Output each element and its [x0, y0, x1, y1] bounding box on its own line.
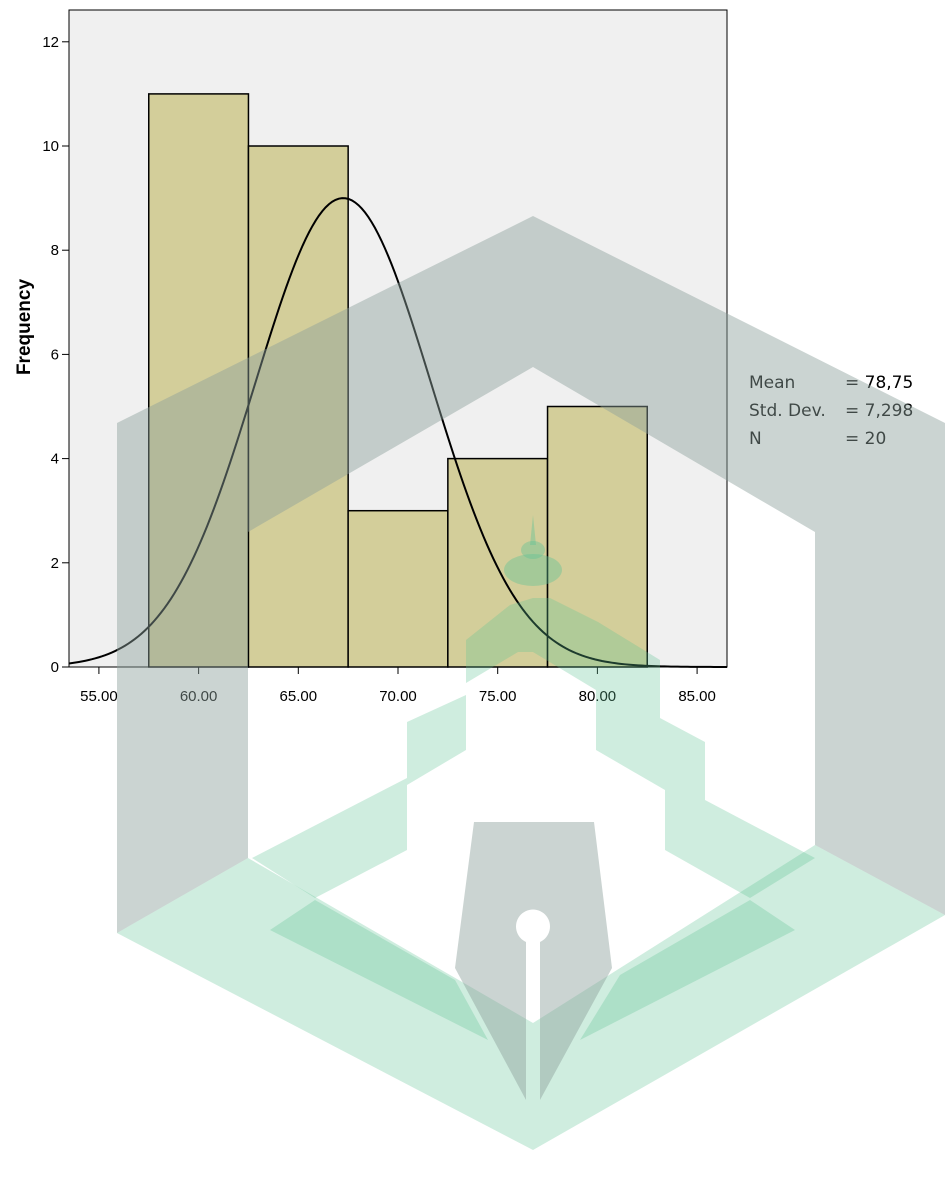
- axes-layer: 0 2 4 6 8 10 12 55.00 60.00 65.00 70.00 75.00 80.00 8…: [42, 34, 716, 705]
- x-tick-label: 85.00: [678, 688, 716, 705]
- x-tick-label: 70.00: [379, 688, 417, 705]
- watermark-green-lower-right: [580, 900, 795, 1040]
- watermark-green-v: [117, 845, 945, 1150]
- university-emblem-watermark: [117, 216, 945, 1150]
- watermark-green-dome: [504, 554, 562, 586]
- stat-mean-value: = 78,75: [845, 373, 913, 393]
- watermark-green-right-arm: [533, 598, 815, 898]
- histogram-bar-1: [148, 93, 250, 668]
- y-tick-label: 8: [51, 242, 59, 259]
- normal-curve: [68, 197, 728, 668]
- stat-std-value: = 7,298: [845, 401, 913, 421]
- stat-mean-label: Mean: [749, 373, 795, 393]
- curve-layer: [68, 197, 728, 668]
- x-tick-label: 55.00: [80, 688, 118, 705]
- watermark-green-spire: [530, 515, 536, 545]
- x-tick-label: 75.00: [479, 688, 517, 705]
- stat-std-label: Std. Dev.: [749, 401, 826, 421]
- stat-n-value: = 20: [845, 429, 886, 449]
- y-tick-label: 4: [51, 451, 59, 468]
- x-tick-label: 80.00: [579, 688, 617, 705]
- bars-layer: [148, 93, 648, 668]
- x-tick-label: 60.00: [180, 688, 218, 705]
- y-tick-label: 2: [51, 555, 59, 572]
- watermark-green-dome-top: [521, 541, 545, 559]
- y-tick-label: 6: [51, 346, 59, 363]
- histogram-bar-4: [447, 457, 549, 668]
- histogram-bar-2: [247, 145, 349, 668]
- y-axis-label: Frequency: [14, 279, 35, 376]
- y-tick-label: 0: [51, 659, 59, 676]
- pen-nib-icon: [455, 822, 612, 1100]
- histogram-bar-5: [546, 405, 648, 668]
- stat-n-label: N: [749, 429, 762, 449]
- y-tick-label: 12: [42, 34, 59, 51]
- watermark-gray-chevron: [117, 216, 945, 933]
- histogram-bar-3: [347, 509, 449, 668]
- summary-statistics: Mean = 78,75 Std. Dev. = 7,298 N = 20: [749, 373, 913, 449]
- watermark-green-left-arm: [252, 598, 533, 898]
- y-tick-label: 10: [42, 138, 59, 155]
- x-tick-label: 65.00: [280, 688, 318, 705]
- watermark-green-lower-left: [270, 900, 488, 1040]
